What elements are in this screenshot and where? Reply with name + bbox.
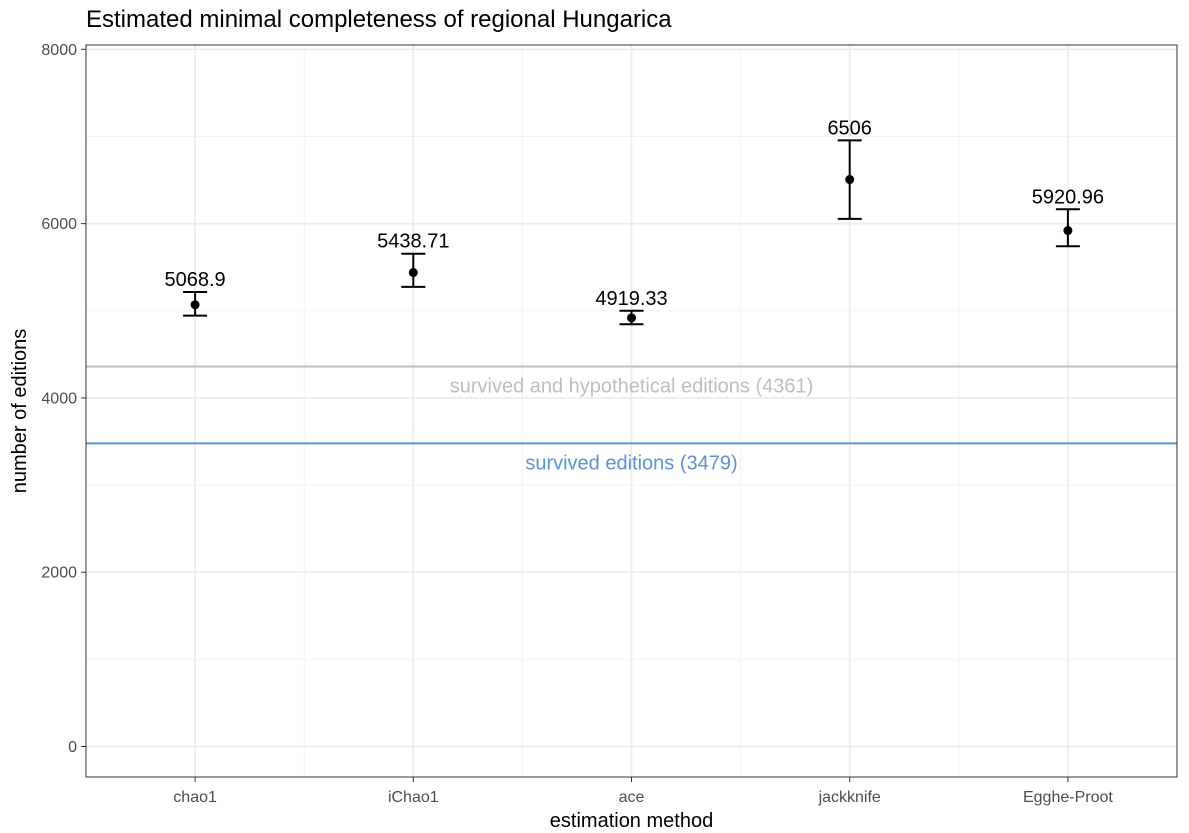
x-tick-label: chao1: [173, 789, 217, 806]
point-chao1: [190, 300, 200, 310]
y-tick-label: 0: [68, 739, 77, 756]
value-label-iChao1: 5438.71: [377, 231, 449, 253]
point-iChao1: [408, 268, 418, 278]
y-tick-label: 4000: [41, 390, 77, 407]
reference-lines: survived and hypothetical editions (4361…: [86, 365, 1177, 474]
value-label-jackknife: 6506: [827, 117, 872, 139]
point-Egghe-Proot: [1063, 226, 1073, 236]
grid-layer: [86, 45, 1177, 777]
y-tick-label: 8000: [41, 42, 77, 59]
x-tick-label: Egghe-Proot: [1023, 789, 1113, 806]
reference-label-survived: survived editions (3479): [525, 452, 737, 474]
y-tick-label: 6000: [41, 216, 77, 233]
x-axis-title: estimation method: [550, 810, 713, 832]
x-tick-label: ace: [619, 789, 645, 806]
value-label-chao1: 5068.9: [165, 269, 226, 291]
value-label-Egghe-Proot: 5920.96: [1032, 186, 1104, 208]
point-jackknife: [845, 175, 855, 185]
point-ace: [627, 313, 636, 323]
x-tick-label: jackknife: [818, 789, 881, 806]
y-axis-title: number of editions: [9, 329, 31, 494]
reference-label-hypothetical: survived and hypothetical editions (4361…: [450, 375, 814, 397]
axis-layer: 0 2000 4000 6000 8000 chao1 iChao1 ace jackknife…: [41, 42, 1113, 806]
chart-title: Estimated minimal completeness of region…: [86, 6, 672, 33]
x-tick-label: iChao1: [388, 789, 439, 806]
data-layer: 5068.9 5438.71 4919.33 6506 5920.96: [165, 117, 1104, 326]
value-label-ace: 4919.33: [595, 288, 667, 310]
y-tick-label: 2000: [41, 565, 77, 582]
